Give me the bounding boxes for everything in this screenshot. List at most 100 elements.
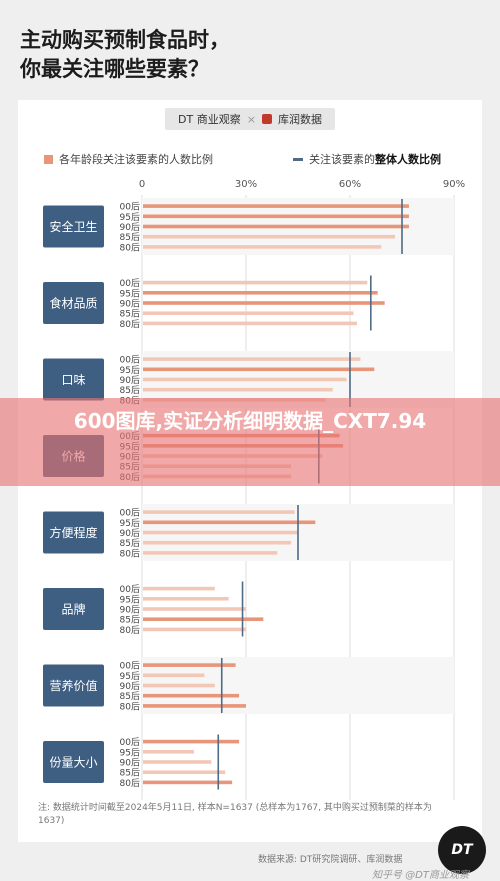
bar (143, 663, 236, 667)
age-group-label: 90后 (120, 605, 140, 616)
category-label: 份量大小 (49, 756, 97, 770)
age-group-label: 80后 (120, 319, 140, 330)
bar (143, 245, 382, 249)
bar (143, 377, 347, 382)
category-label-box (43, 358, 104, 401)
age-group-label: 85后 (120, 538, 140, 549)
age-group-label: 00后 (120, 508, 140, 519)
legend-bar-swatch (44, 154, 53, 164)
x-tick-label: 60% (339, 179, 361, 190)
brand-left: DT 商业观察 (178, 113, 241, 126)
age-group-label: 85后 (120, 309, 140, 320)
category-label: 品牌 (61, 603, 85, 617)
bar (143, 204, 409, 208)
bar (143, 301, 385, 305)
bar (143, 280, 368, 285)
age-group-label: 95后 (120, 212, 140, 223)
age-group-label: 80后 (120, 778, 140, 789)
legend-line-prefix: 关注该要素的 (309, 153, 375, 166)
legend-line-bold: 整体人数比例 (375, 153, 441, 166)
bar (143, 551, 278, 555)
legend-line-swatch (293, 157, 303, 161)
category-label: 安全卫生 (49, 219, 97, 234)
bar (143, 617, 264, 621)
age-group-label: 90后 (120, 375, 140, 386)
bar (143, 586, 215, 591)
category-label: 口味 (61, 373, 85, 387)
age-group-label: 00后 (120, 584, 140, 595)
bar (143, 387, 333, 392)
bar (143, 760, 212, 764)
bar (143, 520, 316, 525)
legend-line-label: 关注该要素的整体人数比例 (309, 151, 441, 167)
bar (143, 367, 375, 372)
age-group-label: 85后 (120, 385, 140, 396)
age-group-label: 95后 (120, 365, 140, 376)
dt-logo-badge: DT (438, 826, 486, 874)
brand-separator: × (246, 112, 256, 126)
bar (143, 540, 292, 545)
bar (143, 214, 409, 219)
category-label-box (43, 664, 104, 707)
overlay-banner-text: 600图库,实证分析细明数据_CXT7.94 (73, 409, 427, 433)
brand-bar: DT 商业观察 × 库润数据 (165, 108, 335, 130)
category-label-box (43, 741, 104, 783)
age-group-label: 90后 (120, 528, 140, 539)
category-label-box (43, 205, 104, 248)
footnote: 注: 数据统计时间截至2024年5月11日, 样本N=1637 (总样本为176… (38, 803, 432, 826)
bar (143, 770, 226, 774)
bar (143, 357, 361, 361)
bar (143, 321, 357, 326)
x-tick-label: 90% (443, 179, 465, 190)
bar (143, 224, 409, 229)
x-tick-label: 0 (139, 179, 145, 190)
age-group-label: 95后 (120, 747, 140, 758)
watermark-text: 知乎号 @DT商业观察 (372, 870, 469, 881)
category-label-box (43, 588, 104, 630)
age-group-label: 90后 (120, 758, 140, 769)
age-group-label: 90后 (120, 681, 140, 692)
bar (143, 750, 194, 754)
bar (143, 311, 354, 315)
legend-bar-label: 各年龄段关注该要素的人数比例 (59, 153, 213, 166)
legend-bars: 各年龄段关注该要素的人数比例 (44, 151, 213, 167)
legend-line: 关注该要素的整体人数比例 (293, 151, 441, 167)
category-label: 方便程度 (49, 525, 97, 540)
age-group-label: 00后 (120, 202, 140, 213)
age-group-label: 90后 (120, 299, 140, 310)
data-source: 数据来源: DT研究院调研、库润数据 (258, 855, 403, 865)
page-title: 主动购买预制食品时， 你最关注哪些要素？ (20, 26, 230, 84)
age-group-label: 95后 (120, 518, 140, 529)
age-group-label: 80后 (120, 625, 140, 636)
bar (143, 234, 396, 239)
bar (143, 683, 215, 688)
overlay-banner (0, 398, 500, 486)
category-label-box (43, 282, 104, 324)
age-group-label: 85后 (120, 691, 140, 702)
bar (143, 510, 295, 514)
bar (143, 693, 240, 698)
age-group-label: 00后 (120, 278, 140, 289)
bar (143, 607, 246, 611)
bar (143, 704, 246, 708)
bar (143, 530, 298, 535)
age-group-label: 85后 (120, 615, 140, 626)
bar (143, 627, 246, 632)
age-group-label: 90后 (120, 222, 140, 233)
title-line-2: 你最关注哪些要素？ (20, 57, 209, 81)
age-group-label: 85后 (120, 768, 140, 779)
age-group-label: 80后 (120, 548, 140, 559)
bar (143, 739, 240, 744)
age-group-label: 00后 (120, 661, 140, 672)
age-group-label: 95后 (120, 288, 140, 299)
age-group-label: 85后 (120, 232, 140, 243)
age-group-label: 00后 (120, 355, 140, 366)
brand-logo-icon (261, 114, 272, 124)
age-group-label: 00后 (120, 737, 140, 748)
bar (143, 673, 205, 678)
category-label-box (43, 511, 104, 554)
bar (143, 597, 229, 601)
title-line-1: 主动购买预制食品时， (20, 28, 230, 52)
x-tick-label: 30% (235, 179, 257, 190)
category-label: 食材品质 (49, 296, 97, 311)
